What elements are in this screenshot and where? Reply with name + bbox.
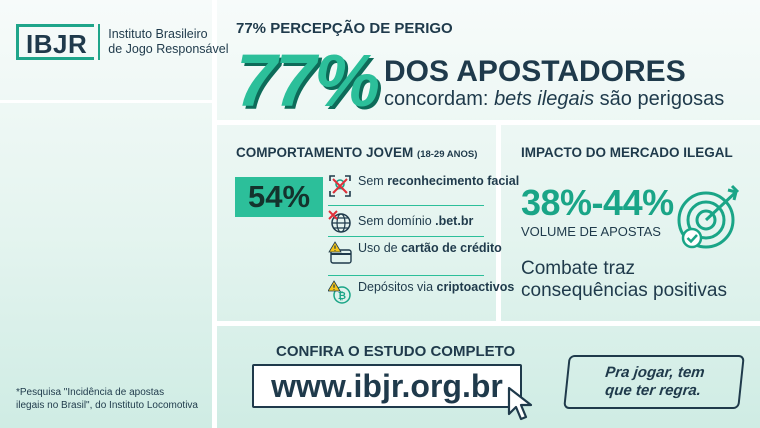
combat-line2: consequências positivas xyxy=(521,280,727,301)
domain-plain: Sem domínio xyxy=(358,214,436,228)
svg-text:₿: ₿ xyxy=(338,290,346,302)
young-item-crypto-text: Depósitos via criptoactivos xyxy=(358,280,514,294)
divider xyxy=(328,275,484,276)
young-item-card-text: Uso de cartão de crédito xyxy=(358,241,502,255)
young-item-domain: Sem domínio .bet.br xyxy=(328,210,473,234)
perception-sub-suffix: são perigosas xyxy=(594,88,725,110)
crypto-plain: Depósitos via xyxy=(358,280,437,294)
combat-line1: Combate traz xyxy=(521,258,636,279)
cursor-icon xyxy=(506,386,544,427)
perception-sub-italic: bets ilegais xyxy=(494,88,595,110)
crypto-bold: criptoactivos xyxy=(436,280,515,294)
young-title: COMPORTAMENTO JOVEM (18-29 ANOS) xyxy=(236,145,477,160)
market-volume-label: VOLUME DE APOSTAS xyxy=(521,224,661,239)
logo-line1: Instituto Brasileiro xyxy=(108,27,208,41)
logo-text: Instituto Brasileiro de Jogo Responsável xyxy=(108,27,228,57)
young-item-card: Uso de cartão de crédito xyxy=(328,241,502,265)
cta-title: CONFIRA O ESTUDO COMPLETO xyxy=(276,343,516,360)
market-title: IMPACTO DO MERCADO ILEGAL xyxy=(521,145,733,160)
bitcoin-warning-icon: ₿ xyxy=(327,280,352,304)
perception-headline: DOS APOSTADORES xyxy=(384,55,686,88)
young-percent-badge: 54% xyxy=(235,177,323,217)
globe-icon xyxy=(328,210,352,234)
slogan-box: Pra jogar, tem que ter regra. xyxy=(563,355,745,409)
study-url-link[interactable]: www.ibjr.org.br xyxy=(252,364,522,408)
young-item-face-text: Sem reconhecimento facial xyxy=(358,174,519,188)
face-plain: Sem xyxy=(358,174,388,188)
domain-bold: .bet.br xyxy=(435,214,474,228)
card-bold: cartão de crédito xyxy=(401,241,502,255)
footnote: *Pesquisa "Incidência de apostas ilegais… xyxy=(16,387,216,412)
divider xyxy=(328,236,484,237)
ibjr-logo: IBJR Instituto Brasileiro de Jogo Respon… xyxy=(16,24,228,60)
footnote-line2: ilegais no Brasil", do Instituto Locomot… xyxy=(16,399,198,411)
young-item-domain-text: Sem domínio .bet.br xyxy=(358,210,473,228)
young-item-crypto: ₿ Depósitos via criptoactivos xyxy=(327,280,514,304)
credit-card-warning-icon xyxy=(328,241,352,265)
logo-line2: de Jogo Responsável xyxy=(108,42,229,56)
logo-mark: IBJR xyxy=(16,24,95,60)
perception-title: 77% PERCEPÇÃO DE PERIGO xyxy=(236,20,453,37)
slogan-line2: que ter regra. xyxy=(604,382,702,399)
perception-big-number: 77% xyxy=(236,39,380,122)
young-age-range: (18-29 ANOS) xyxy=(417,149,478,160)
face-bold: reconhecimento facial xyxy=(387,174,520,188)
divider xyxy=(328,205,484,206)
target-icon xyxy=(676,184,746,259)
young-item-face: Sem reconhecimento facial xyxy=(328,174,519,198)
footnote-line1: *Pesquisa "Incidência de apostas xyxy=(16,387,165,398)
perception-sub-prefix: concordam: xyxy=(384,88,495,110)
market-percent-range: 38%-44% xyxy=(521,182,674,223)
market-combat-text: Combate traz consequências positivas xyxy=(521,258,727,302)
perception-subline: concordam: bets ilegais são perigosas xyxy=(384,88,724,111)
young-title-text: COMPORTAMENTO JOVEM xyxy=(236,145,414,160)
slogan-line1: Pra jogar, tem xyxy=(604,364,706,381)
card-plain: Uso de xyxy=(358,241,402,255)
face-scan-icon xyxy=(328,174,352,198)
logo-separator xyxy=(98,24,101,60)
